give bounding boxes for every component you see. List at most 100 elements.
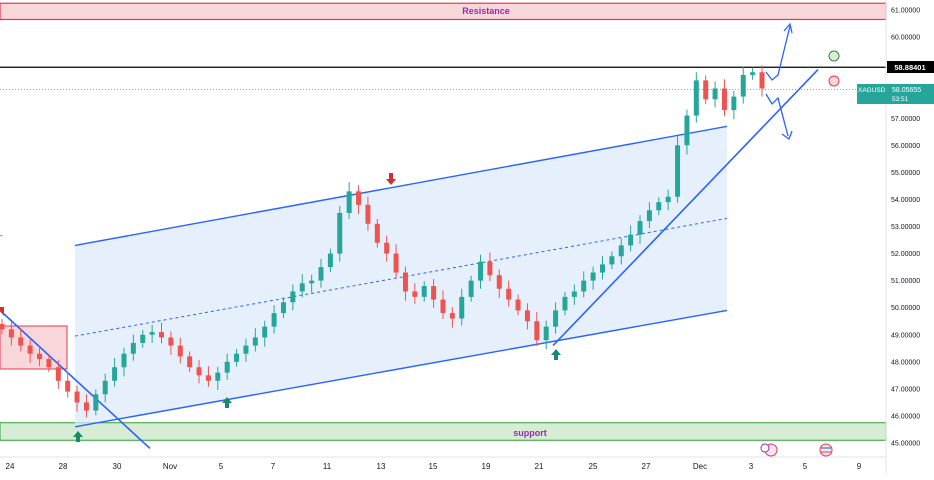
y-tick-label: 49.00000	[891, 332, 920, 339]
x-tick-label: Dec	[693, 462, 707, 471]
arrow-down-icon	[386, 173, 396, 185]
candle-body	[431, 286, 437, 300]
candle-body	[393, 253, 399, 273]
x-axis[interactable]: 24 28 30 Nov 5 7 11 13 15 19 21 25 27 Dec 3 5 9	[6, 462, 862, 471]
candle-body	[271, 313, 277, 327]
candle-body	[299, 283, 305, 292]
candle-body	[74, 391, 80, 403]
candle-body	[290, 291, 296, 303]
candle-body	[468, 280, 474, 297]
price-label: 58.88401	[894, 63, 925, 72]
candle-body	[309, 280, 315, 284]
channel-mid-line[interactable]	[74, 217, 728, 337]
candle-body	[187, 356, 193, 368]
candle-body	[402, 272, 408, 292]
candle-body	[234, 353, 240, 362]
candle-body	[618, 245, 624, 257]
resistance-zone	[0, 2, 887, 21]
candle-body	[506, 288, 512, 300]
candle-body	[684, 115, 690, 146]
x-tick-label: 3	[749, 462, 754, 471]
candles	[0, 65, 765, 418]
y-tick-label: 45.00000	[891, 441, 920, 448]
candle-body	[27, 345, 33, 354]
event-icon[interactable]	[760, 443, 778, 457]
candle-body	[599, 264, 605, 273]
y-tick-label: 61.00000	[891, 8, 920, 15]
last-price-countdown: 53:51	[892, 96, 909, 103]
x-tick-label: 24	[6, 462, 15, 471]
candle-body	[215, 372, 221, 381]
candle-body	[337, 212, 343, 254]
x-tick-label: 5	[803, 462, 808, 471]
x-tick-label: Nov	[163, 462, 177, 471]
projection-arrows	[765, 22, 793, 141]
candle-body	[130, 342, 136, 354]
y-tick-label: 50.00000	[891, 305, 920, 312]
candle-body	[205, 375, 211, 381]
candle-body	[374, 223, 380, 243]
y-tick-label: 60.00000	[891, 35, 920, 42]
x-tick-label: 11	[323, 462, 332, 471]
y-tick-label: 52.00000	[891, 251, 920, 258]
candle-body	[356, 191, 362, 205]
candle-body	[581, 280, 587, 292]
channel-upper-line[interactable]	[74, 125, 728, 247]
rising-trendline[interactable]	[552, 68, 819, 347]
candle-body	[412, 291, 418, 297]
candle-body	[83, 402, 89, 411]
candle-body	[149, 332, 155, 335]
candle-body	[196, 367, 202, 376]
x-tick-label: 9	[857, 462, 862, 471]
candle-body	[65, 380, 71, 392]
candle-body	[0, 323, 5, 330]
x-tick-label: 19	[482, 462, 491, 471]
candle-body	[18, 337, 24, 346]
arrow-up-icon	[551, 349, 561, 360]
candle-body	[590, 272, 596, 281]
candle-body	[524, 310, 530, 322]
candle-body	[712, 88, 718, 100]
candle-body	[759, 72, 765, 89]
candle-body	[121, 353, 127, 368]
channel-lower-line[interactable]	[74, 309, 728, 428]
candle-body	[346, 191, 352, 213]
candle-body	[656, 202, 662, 211]
candle-body	[703, 80, 709, 100]
y-tick-label: 55.00000	[891, 170, 920, 177]
candle-body	[159, 332, 165, 338]
candle-body	[459, 296, 465, 319]
resistance-label: Resistance	[462, 6, 510, 16]
candle-body	[449, 313, 455, 319]
falling-trendline[interactable]	[0, 309, 151, 450]
candle-body	[609, 256, 615, 265]
candle-body	[112, 367, 118, 381]
candle-body	[224, 361, 230, 373]
candle-body	[750, 72, 756, 75]
event-icon[interactable]	[819, 443, 833, 457]
candle-body	[252, 337, 258, 346]
candle-body	[553, 310, 559, 327]
x-tick-label: 28	[59, 462, 68, 471]
candle-body	[280, 302, 286, 314]
support-label: support	[513, 428, 547, 438]
red-circle-icon	[828, 75, 840, 87]
candle-body	[102, 380, 108, 395]
candle-body	[168, 337, 174, 346]
candle-body	[55, 367, 61, 381]
candle-body	[740, 74, 746, 97]
green-circle-fill-icon	[830, 52, 838, 60]
arrow-up-icon	[222, 397, 232, 408]
candle-body	[637, 221, 643, 235]
candle-body	[8, 329, 14, 338]
last-price-value: 58.05655	[892, 87, 921, 94]
arrow-up-icon	[73, 431, 83, 442]
x-tick-label: 15	[429, 462, 438, 471]
candle-body	[571, 291, 577, 297]
candle-body	[384, 242, 390, 254]
candle-body	[243, 345, 249, 354]
x-tick-label: 21	[535, 462, 544, 471]
support-zone	[0, 422, 887, 441]
